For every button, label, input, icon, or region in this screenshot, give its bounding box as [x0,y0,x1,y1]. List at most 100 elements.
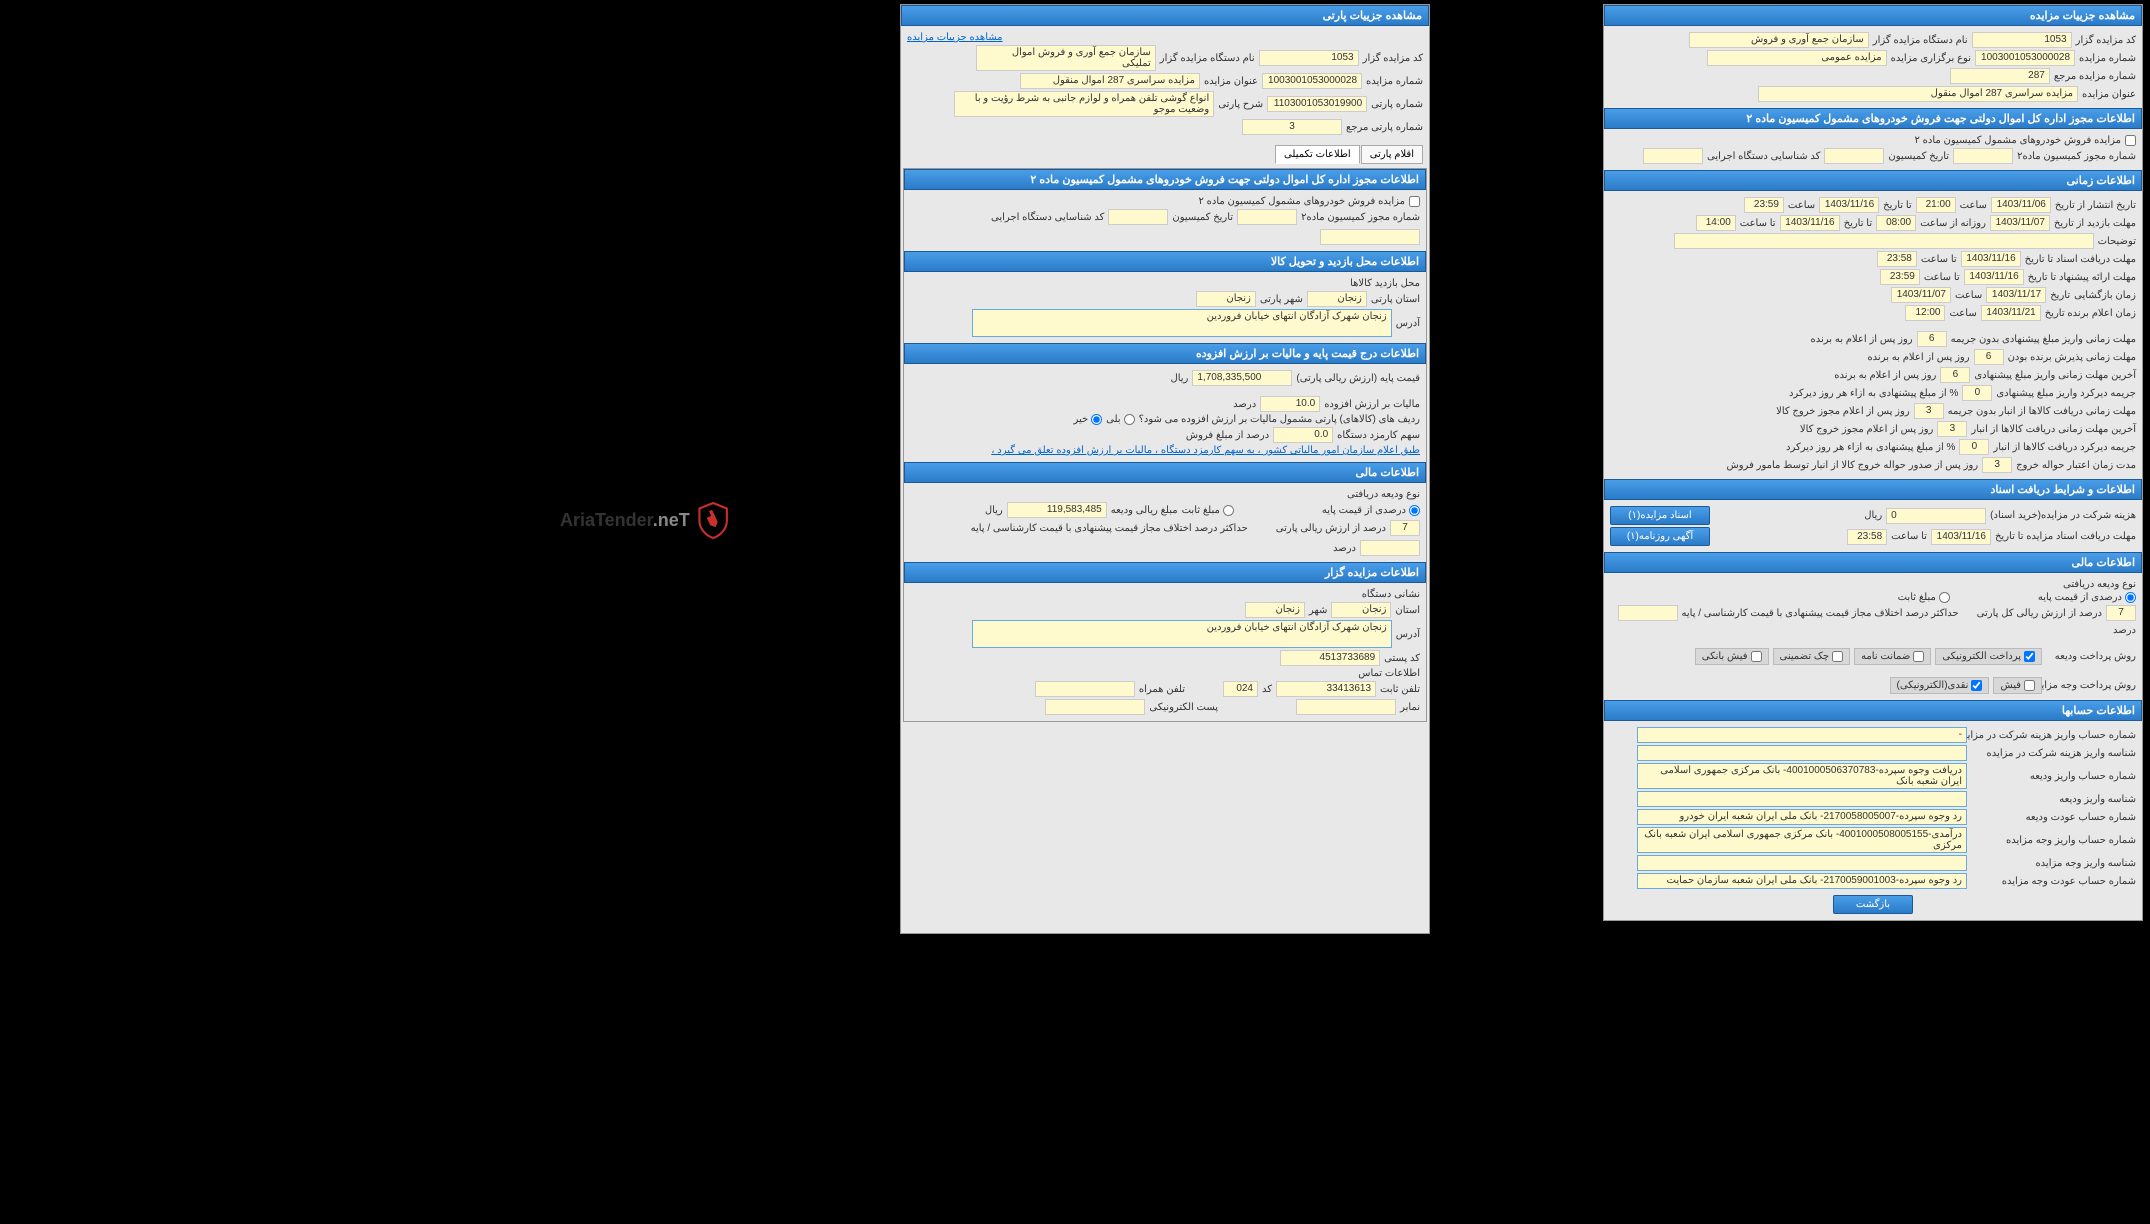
l-doc-header: اطلاعات و شرایط دریافت اسناد [1604,479,2142,500]
city-label: شهر پارتی [1260,294,1303,305]
l-code-field: 1053 [1972,32,2072,48]
l-org-field: سازمان جمع آوری و فروش [1689,32,1869,48]
penalty-value: 0 [1962,385,1992,401]
comm-date-label: تاریخ کمیسیون [1172,212,1233,223]
acc1-field: - [1637,727,1967,743]
l-percent-radio[interactable] [2125,592,2136,603]
yes-radio[interactable] [1124,414,1135,425]
deadline2-date: 1403/11/16 [1931,529,1991,545]
logo: AriaTender.neT [560,490,730,550]
l-auction-type: مزایده عمومی [1707,50,1887,66]
l-time-header: اطلاعات زمانی [1604,170,2142,191]
auction-num-label: شماره مزایده [1366,76,1423,87]
exec-id-label: کد شناسایی دستگاه اجرایی [991,212,1104,223]
vat-q-label: ردیف های (کالاهای) پارتی مشمول مالیات بر… [1139,414,1420,425]
percent-of-field: 7 [1390,520,1420,536]
sale-checkbox[interactable] [1409,196,1420,207]
news-button[interactable]: آگهی روزنامه(١) [1610,527,1710,546]
slip-check[interactable] [2024,680,2035,691]
financial-header: اطلاعات مالی [904,462,1426,483]
l-license-header: اطلاعات مجوز اداره کل اموال دولتی جهت فر… [1604,108,2142,129]
publish-to: 1403/11/16 [1819,197,1879,213]
postal-field: 4513733689 [1280,650,1380,666]
doc-to-time: 23:58 [1877,251,1917,267]
cost-field: 0 [1886,508,1986,524]
goods-value: 3 [1914,403,1944,419]
fixed-radio[interactable] [1223,505,1234,516]
code-label: کد مزایده گزار [1363,53,1423,64]
org-addr-label: نشانی دستگاه [1362,589,1420,600]
vat-field: 10.0 [1260,396,1320,412]
l-fixed-radio[interactable] [1939,592,1950,603]
city2-field: زنجان [1245,602,1305,618]
fee-field: 0.0 [1273,427,1333,443]
acc2-field [1637,745,1967,761]
max-diff-field [1360,540,1420,556]
base-price-field: 1,708,335,500 [1192,370,1292,386]
visit-loc-label: محل بازدید کالاها [1350,278,1420,289]
contact-label: اطلاعات تماس [1358,668,1420,679]
takeout-value: 3 [1982,457,2012,473]
tax-note: طبق اعلام سازمان امور مالیاتی کشور ، به … [991,445,1420,456]
acc5-field: رد وجوه سپرده-2170058005007- بانک ملی ای… [1637,809,1967,825]
doc-to: 1403/11/16 [1961,251,2021,267]
city-field: زنجان [1196,291,1256,307]
tab-items[interactable]: اقلام پارتی [1361,145,1423,164]
sale-checkbox-label: مزایده فروش خودروهای مشمول کمیسیون ماده … [1198,196,1405,207]
party-desc-label: شرح پارتی [1218,99,1263,110]
pay-elec-check[interactable] [2024,651,2035,662]
percent-of-label: درصد از ارزش ریالی پارتی [1276,523,1386,534]
return-button[interactable]: بازگشت [1833,895,1913,914]
ref-party-label: شماره پارتی مرجع [1346,122,1423,133]
l-financial-header: اطلاعات مالی [1604,552,2142,573]
guarantee-check[interactable] [1913,651,1924,662]
tab-details[interactable]: اطلاعات تکمیلی [1275,145,1360,164]
cash-elec-check[interactable] [1971,680,1982,691]
auction-header: مشاهده جزییات مزایده [1604,5,2142,26]
deposit-amount-field: 119,583,485 [1007,502,1107,518]
title-label: عنوان مزایده [1204,76,1258,87]
l-auction-num: 1003001053000028 [1975,50,2075,66]
bank-slip-check[interactable] [1751,651,1762,662]
l-accounts-header: اطلاعات حسابها [1604,700,2142,721]
acc6-field: درآمدی-4001000508005155- بانک مرکزی جمهو… [1637,827,1967,853]
percent-label: درصد [1233,399,1256,410]
price-header: اطلاعات درج قیمت پایه و مالیات بر ارزش ا… [904,343,1426,364]
logo-text: AriaTender.neT [560,510,690,531]
province2-label: استان [1395,605,1420,616]
winner-time: 12:00 [1905,305,1945,321]
visit-from: 1403/11/07 [1990,215,2050,231]
check-guarantee-check[interactable] [1832,651,1843,662]
party-num-label: شماره پارتی [1371,99,1423,110]
acc8-field: رد وجوه سپرده-2170059001003- بانک ملی ای… [1637,873,1967,889]
no-radio[interactable] [1091,414,1102,425]
last-goods-value: 3 [1937,421,1967,437]
location-header: اطلاعات محل بازدید و تحویل کالا [904,251,1426,272]
visit-daily-from: 08:00 [1876,215,1916,231]
province-label: استان پارتی [1371,294,1420,305]
acc3-field: دریافت وجوه سپرده-4001000506370783- بانک… [1637,763,1967,789]
accept-value: 6 [1974,349,2004,365]
docs-button[interactable]: اسناد مزایده(١) [1610,506,1710,525]
goods-penalty-value: 0 [1959,439,1989,455]
rial-label: ریال [1170,373,1188,384]
l-max-diff [1618,605,1678,621]
license-header: اطلاعات مجوز اداره کل اموال دولتی جهت فر… [904,169,1426,190]
l-sale-checkbox[interactable] [2125,135,2136,146]
acc7-field [1637,855,1967,871]
city2-label: شهر [1309,605,1328,616]
fax-field [1296,699,1396,715]
l-percent-value: 7 [2106,605,2136,621]
license-num-field [1237,209,1297,225]
view-auction-link[interactable]: مشاهده جزییات مزایده [907,32,1003,43]
code2-field: 024 [1223,681,1258,697]
email-label: پست الکترونیکی [1149,702,1218,713]
max-diff-label: حداکثر درصد اختلاف مجاز قیمت پیشنهادی با… [971,523,1248,534]
publish-from: 1403/11/06 [1991,197,2051,213]
publish-to-time: 23:59 [1744,197,1784,213]
address-label: آدرس [1396,318,1420,329]
address-field: زنجان شهرک آزادگان انتهای خیابان فروردین [972,309,1392,337]
party-num-field: 1103001053019900 [1267,96,1367,112]
percent-base-radio[interactable] [1409,505,1420,516]
comm-date-field [1108,209,1168,225]
